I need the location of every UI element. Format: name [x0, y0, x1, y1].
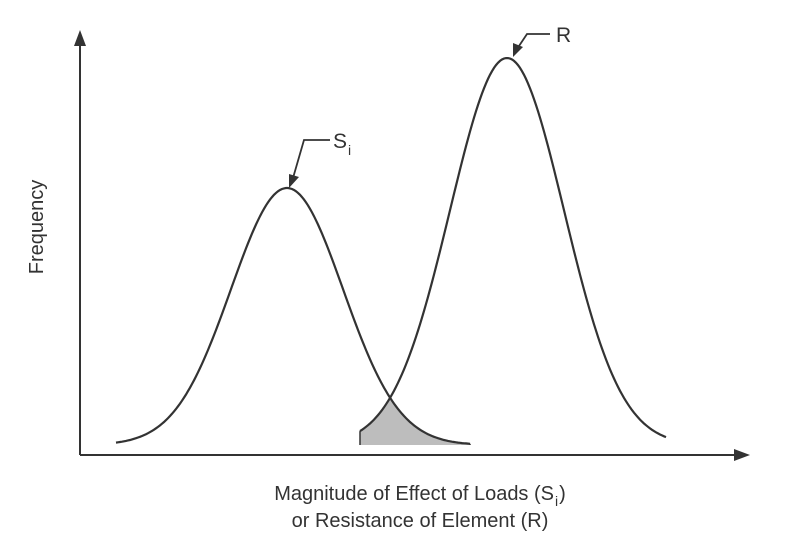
- load-distribution-curve: [115, 186, 471, 445]
- load-pointer-arrowhead: [289, 174, 299, 188]
- x-axis-label-line1: Magnitude of Effect of Loads (Si): [274, 483, 566, 509]
- resistance-curve-label: R: [556, 24, 571, 47]
- y-axis-arrowhead: [74, 30, 86, 46]
- load-curve-label: Si: [333, 130, 351, 158]
- x-axis-arrowhead: [734, 449, 750, 461]
- resistance-pointer-arrowhead: [513, 43, 523, 57]
- y-axis: [74, 30, 86, 455]
- load-curve-pointer: [289, 139, 330, 188]
- x-axis: [80, 449, 750, 461]
- y-axis-label: Frequency: [26, 180, 48, 275]
- resistance-distribution-curve: [359, 57, 667, 439]
- overlap-region: [360, 397, 470, 445]
- x-axis-label-line2: or Resistance of Element (R): [292, 510, 549, 532]
- resistance-curve-pointer: [513, 33, 550, 57]
